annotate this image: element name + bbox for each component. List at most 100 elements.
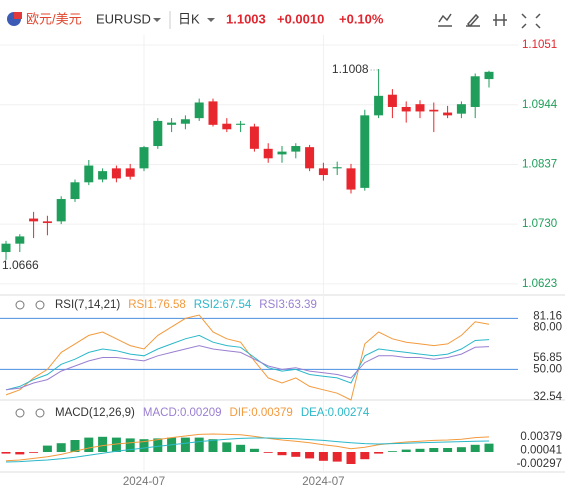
macd-bar: [277, 452, 287, 456]
candle-body: [484, 71, 494, 80]
macd-bar: [291, 452, 301, 457]
y-tick-label: 56.85: [533, 352, 562, 364]
symbol[interactable]: EURUSD: [96, 11, 151, 26]
macd-bar: [125, 438, 135, 452]
candle-body: [222, 123, 232, 130]
macd-bar: [443, 448, 453, 452]
candle-body: [236, 123, 246, 125]
candle-body: [153, 120, 163, 147]
candle-body: [374, 95, 384, 116]
candle-body: [470, 76, 480, 107]
macd-bar: [401, 449, 411, 452]
macd-bar: [305, 452, 315, 459]
macd-bar: [470, 444, 480, 452]
header-bar: 欧元/美元 EURUSD 日K 1.1003 +0.0010 +0.10%: [7, 11, 541, 29]
pair-title[interactable]: 欧元/美元: [26, 11, 82, 26]
y-tick-label: 1.1051: [522, 39, 557, 51]
compare-button[interactable]: [493, 14, 507, 26]
y-tick-label: 0.00041: [520, 444, 562, 456]
legend-entry: MACD:0.00209: [143, 407, 222, 419]
macd-bar: [84, 437, 94, 452]
indicator-name: MACD(12,26,9): [55, 407, 135, 419]
y-tick-label: 1.0837: [522, 158, 557, 170]
candle-body: [249, 126, 259, 149]
period[interactable]: 日K: [178, 11, 200, 26]
macd-bar: [111, 437, 121, 452]
candle-body: [180, 119, 190, 124]
candle-body: [346, 168, 356, 190]
indicator-line: [5, 345, 490, 391]
macd-bar: [153, 438, 163, 452]
candle-body: [360, 115, 370, 188]
settings-icon[interactable]: [35, 300, 45, 310]
candle-body: [56, 199, 66, 222]
candle-body: [291, 146, 301, 152]
macd-bar: [332, 452, 342, 462]
candle-body: [332, 167, 342, 169]
candle-body: [429, 109, 439, 112]
candle-body: [443, 112, 453, 116]
high-label: 1.1008: [332, 62, 369, 76]
price: 1.1003: [226, 11, 266, 26]
candle-body: [98, 171, 108, 180]
macd-bar: [15, 452, 25, 455]
eye-icon[interactable]: [15, 300, 25, 310]
macd-bar: [346, 452, 356, 464]
draw-button[interactable]: [466, 13, 480, 28]
dropdown-arrow[interactable]: [153, 18, 161, 22]
candle-body: [305, 147, 315, 169]
candle-body: [387, 94, 397, 107]
y-tick-label: 1.0944: [522, 99, 558, 111]
panel-header: MACD(12,26,9) MACD:0.00209 DIF:0.00379 DEA:…: [55, 407, 370, 419]
macd-bar: [360, 452, 370, 460]
y-tick-label: 80.00: [533, 321, 562, 333]
macd-bar: [70, 440, 80, 452]
macd-bar: [387, 451, 397, 452]
dropdown-arrow[interactable]: [207, 18, 215, 22]
macd-bar: [263, 452, 273, 453]
y-tick-label: 32.54: [533, 391, 562, 403]
candle-body: [139, 147, 149, 169]
y-tick-label: -0.00297: [517, 458, 562, 470]
indicator-name: RSI(7,14,21): [55, 299, 120, 311]
eye-icon[interactable]: [15, 408, 25, 418]
change: +0.0010: [277, 11, 324, 26]
indicator-line: [5, 433, 490, 462]
candle-body: [456, 104, 466, 114]
x-tick-label: 2024-07: [123, 476, 165, 488]
flag-icon: [14, 12, 22, 19]
candle-body: [263, 148, 273, 159]
rsi-header-icons: [15, 300, 45, 418]
x-tick-label: 2024-07: [302, 476, 344, 488]
candle-body: [29, 218, 39, 222]
candle-body: [42, 221, 52, 224]
fullscreen-button[interactable]: [521, 13, 541, 29]
macd-bar: [1, 452, 11, 454]
macd-bar: [249, 448, 259, 452]
indicator-line: [5, 314, 490, 401]
legend-entry: RSI1:76.58: [128, 299, 186, 311]
macd-bar: [139, 439, 149, 452]
candle-body: [208, 101, 218, 125]
candle-body: [318, 168, 328, 176]
indicator-button[interactable]: [438, 13, 452, 27]
macd-bar: [236, 444, 246, 452]
macd-bar: [194, 437, 204, 452]
macd-bar: [29, 452, 39, 453]
settings-icon[interactable]: [35, 408, 45, 418]
low-label: 1.0666: [2, 258, 39, 272]
candle-body: [277, 151, 287, 155]
y-tick-label: 81.16: [533, 310, 562, 322]
macd-bar: [222, 442, 232, 452]
candle-body: [401, 106, 411, 112]
candle-body: [125, 168, 135, 177]
legend-entry: RSI2:67.54: [194, 299, 252, 311]
macd-bar: [180, 437, 190, 452]
change-pct: +0.10%: [339, 11, 384, 26]
y-tick-label: 1.0623: [522, 278, 557, 290]
macd-bar: [415, 448, 425, 452]
candle-body: [84, 165, 94, 183]
macd-bar: [318, 452, 328, 461]
macd-bar: [456, 447, 466, 452]
